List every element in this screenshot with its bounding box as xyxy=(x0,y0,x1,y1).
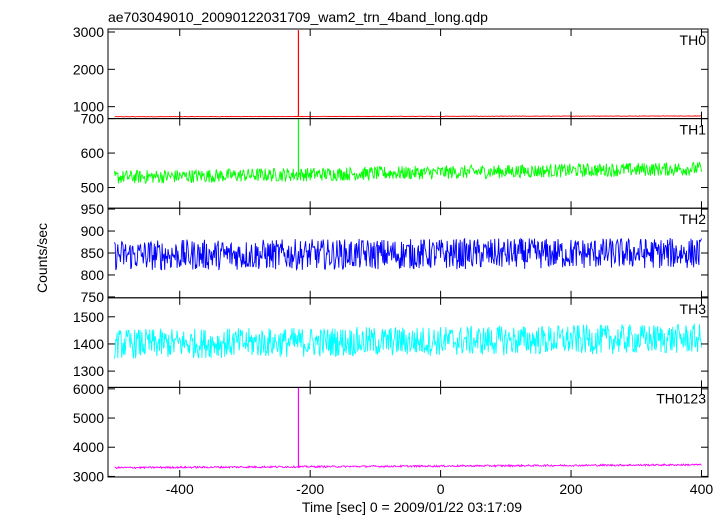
series-line-th1 xyxy=(114,161,702,185)
panel-label-th3: TH3 xyxy=(680,301,707,317)
y-tick-label: 850 xyxy=(81,245,105,261)
y-tick-label: 800 xyxy=(81,267,105,283)
series-line-th0 xyxy=(114,115,702,118)
y-tick-label: 2000 xyxy=(73,61,104,77)
chart-title: ae703049010_20090122031709_wam2_trn_4ban… xyxy=(108,9,488,25)
series-line-th2 xyxy=(114,237,702,272)
y-tick-label: 3000 xyxy=(73,24,104,40)
panel-frame xyxy=(107,386,709,478)
panel-label-th0: TH0 xyxy=(680,32,707,48)
y-tick-label: 6000 xyxy=(73,381,104,397)
y-tick-label: 1300 xyxy=(73,363,104,379)
panel-label-th1: TH1 xyxy=(680,122,707,138)
y-tick-label: 950 xyxy=(81,201,105,217)
panels: 1000 2000 3000 TH0 500 600 700 TH1 750 800 850 900 9… xyxy=(73,24,709,484)
y-tick-label: 600 xyxy=(81,145,105,161)
series-line-th0123 xyxy=(114,463,702,470)
x-tick-label: 200 xyxy=(559,481,583,497)
panel-th2: 750 800 850 900 950 TH2 xyxy=(81,201,709,305)
y-tick-label: 1500 xyxy=(73,309,104,325)
x-tick-label: -200 xyxy=(296,481,324,497)
x-tick-label: 400 xyxy=(690,481,714,497)
panel-label-th0123: TH0123 xyxy=(656,390,706,406)
series-line-th3 xyxy=(114,323,702,360)
y-tick-label: 3000 xyxy=(73,468,104,484)
y-tick-label: 1400 xyxy=(73,336,104,352)
panel-frame xyxy=(107,207,709,299)
panel-th1: 500 600 700 TH1 xyxy=(81,111,709,209)
x-tick-label: 0 xyxy=(437,481,445,497)
panel-th0: 1000 2000 3000 TH0 xyxy=(73,24,709,120)
y-tick-label: 4000 xyxy=(73,439,104,455)
panel-th0123: 3000 4000 5000 6000 TH0123 xyxy=(73,381,709,484)
panel-frame xyxy=(107,118,709,209)
x-axis-label: Time [sec] 0 = 2009/01/22 03:17:09 xyxy=(302,499,522,515)
panel-th3: 1300 1400 1500 TH3 xyxy=(73,297,709,388)
x-tick-label: -400 xyxy=(166,481,194,497)
y-tick-label: 750 xyxy=(81,289,105,305)
y-tick-label: 5000 xyxy=(73,410,104,426)
y-tick-label: 500 xyxy=(81,180,105,196)
panel-frame xyxy=(107,28,709,120)
y-tick-label: 900 xyxy=(81,223,105,239)
y-tick-label: 700 xyxy=(81,111,105,127)
x-axis: -400 -200 0 200 400 xyxy=(166,481,714,497)
y-tick-label: 1000 xyxy=(73,99,104,115)
panel-label-th2: TH2 xyxy=(680,211,707,227)
y-axis-label: Counts/sec xyxy=(34,223,50,293)
